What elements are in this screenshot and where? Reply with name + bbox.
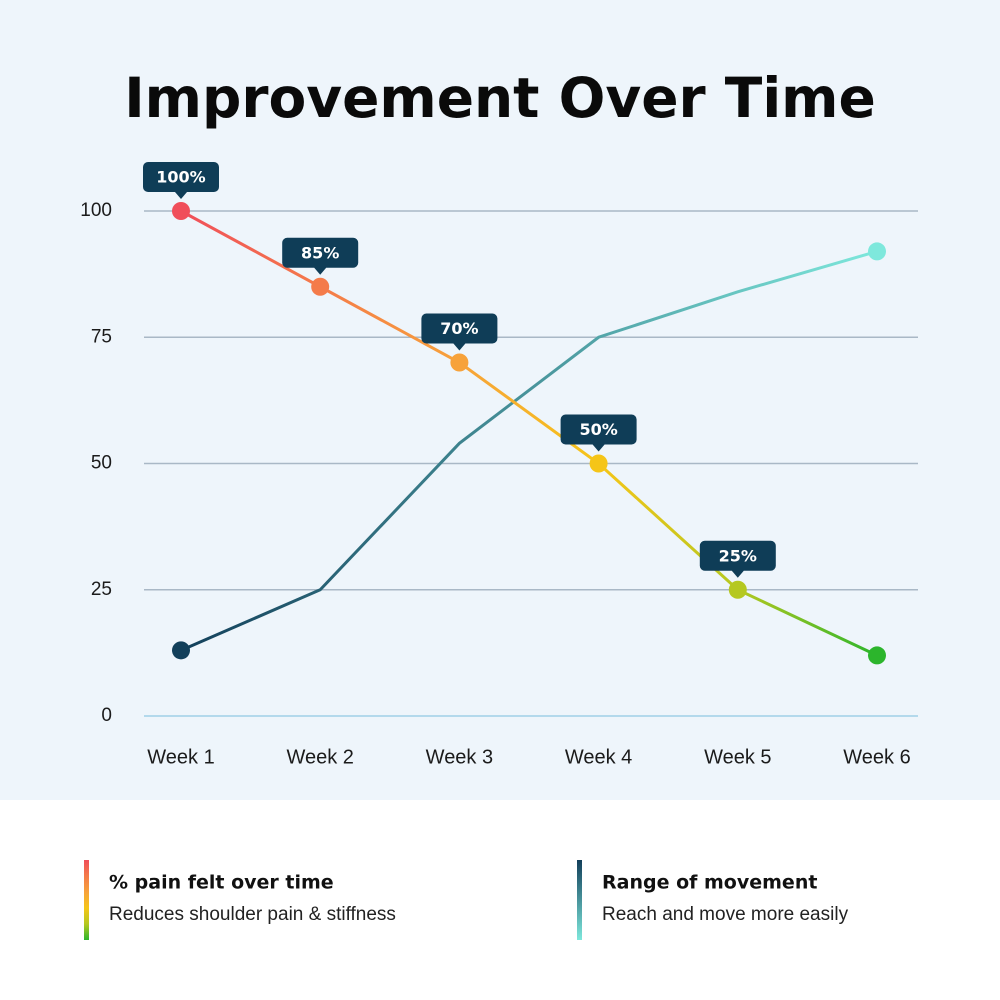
legend-description: Reduces shoulder pain & stiffness [109,904,396,925]
data-label: 50% [579,420,617,439]
data-label: 70% [440,319,478,338]
data-point [172,641,190,660]
legend-description: Reach and move more easily [602,904,849,925]
data-point [589,454,608,473]
legend-name: Range of movement [602,872,817,894]
callout [282,237,359,275]
legend-name: % pain felt over time [109,872,334,894]
legend-swatch [577,860,582,940]
legend-background [0,800,1000,1000]
data-point [728,580,747,599]
series-line [180,249,878,652]
x-tick-label: Week 5 [704,746,771,768]
y-tick-label: 100 [80,200,112,221]
legend-swatch [84,860,89,940]
y-tick-label: 75 [91,326,112,347]
data-point [868,242,886,261]
plot-background [0,0,1000,800]
y-tick-label: 0 [101,705,112,726]
callout [560,414,637,452]
x-tick-label: Week 1 [147,746,214,768]
data-label: 85% [301,243,339,262]
callout [421,313,498,351]
callout [143,162,219,199]
callout [699,540,776,578]
x-tick-label: Week 4 [565,746,632,768]
x-tick-label: Week 6 [843,746,910,768]
series-line [180,209,878,657]
data-point [172,202,190,220]
data-point [311,277,330,296]
chart-title: Improvement Over Time [124,66,876,130]
y-tick-label: 25 [91,579,112,600]
x-tick-label: Week 3 [426,746,493,768]
y-tick-label: 50 [91,453,112,474]
data-point [450,353,469,372]
data-label: 100% [156,168,205,187]
data-point [868,646,886,665]
data-label: 25% [719,546,757,565]
x-tick-label: Week 2 [286,746,353,768]
